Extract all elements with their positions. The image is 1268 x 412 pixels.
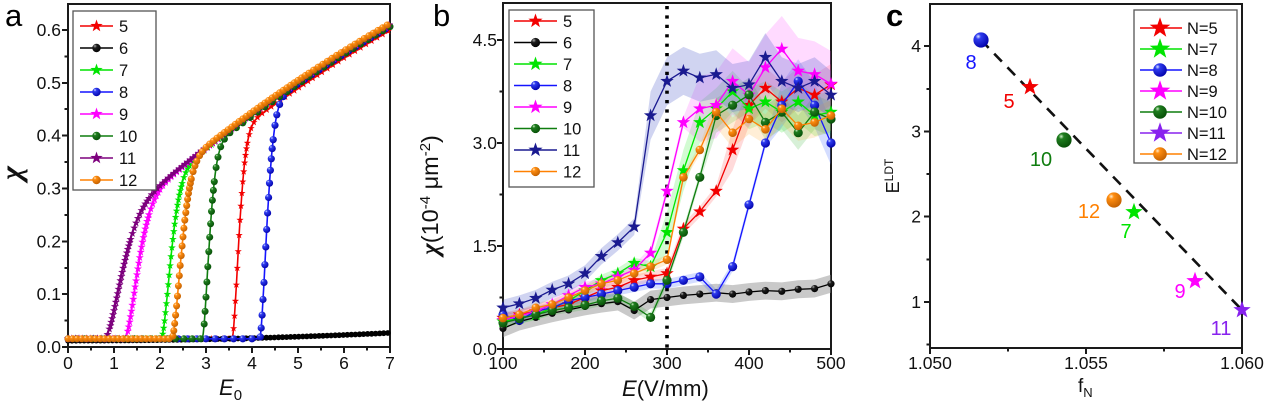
svg-text:χ(10-4 μm-2): χ(10-4 μm-2) (417, 135, 444, 258)
svg-text:7: 7 (563, 56, 572, 74)
svg-text:6: 6 (563, 35, 572, 53)
svg-text:1.055: 1.055 (1064, 353, 1108, 373)
svg-text:0.0: 0.0 (37, 337, 62, 357)
svg-text:5: 5 (119, 18, 128, 36)
svg-text:2: 2 (155, 353, 165, 373)
svg-text:c: c (886, 0, 903, 33)
svg-text:0.0: 0.0 (473, 339, 498, 359)
svg-text:0.6: 0.6 (37, 20, 61, 40)
svg-text:4.5: 4.5 (473, 30, 497, 50)
svg-text:6: 6 (119, 40, 128, 58)
svg-text:1.5: 1.5 (473, 236, 497, 256)
svg-text:3.0: 3.0 (473, 133, 498, 153)
svg-text:N=7: N=7 (1187, 41, 1218, 59)
svg-text:10: 10 (563, 121, 581, 139)
svg-text:10: 10 (119, 128, 137, 146)
svg-text:N=9: N=9 (1187, 83, 1218, 101)
svg-text:5: 5 (563, 13, 572, 31)
svg-text:12: 12 (563, 164, 581, 182)
svg-text:N=11: N=11 (1187, 125, 1226, 143)
svg-text:4: 4 (247, 353, 257, 373)
svg-text:1.050: 1.050 (908, 353, 952, 373)
svg-text:300: 300 (652, 353, 681, 373)
svg-text:10: 10 (1030, 149, 1052, 171)
svg-text:N=10: N=10 (1187, 104, 1227, 122)
svg-text:N=12: N=12 (1187, 146, 1227, 164)
svg-text:200: 200 (570, 353, 599, 373)
svg-text:0.1: 0.1 (37, 284, 61, 304)
svg-text:0.3: 0.3 (37, 179, 61, 199)
svg-text:400: 400 (734, 353, 763, 373)
svg-text:7: 7 (119, 62, 128, 80)
svg-text:0.2: 0.2 (37, 231, 61, 251)
svg-text:9: 9 (119, 106, 128, 124)
svg-text:5: 5 (1003, 91, 1014, 113)
svg-text:N=5: N=5 (1187, 20, 1218, 38)
svg-text:11: 11 (563, 142, 580, 160)
svg-text:8: 8 (119, 84, 128, 102)
svg-text:12: 12 (1078, 201, 1100, 223)
svg-text:1: 1 (911, 292, 921, 312)
svg-text:6: 6 (339, 353, 349, 373)
svg-text:3: 3 (201, 353, 211, 373)
svg-text:b: b (433, 0, 450, 33)
svg-text:0: 0 (63, 353, 73, 373)
svg-text:a: a (5, 0, 23, 33)
svg-text:9: 9 (563, 99, 572, 117)
svg-text:0.4: 0.4 (37, 126, 62, 146)
svg-text:3: 3 (911, 121, 921, 141)
svg-text:1.060: 1.060 (1220, 353, 1264, 373)
svg-text:8: 8 (965, 52, 976, 74)
svg-text:8: 8 (563, 78, 572, 96)
svg-text:5: 5 (293, 353, 303, 373)
svg-text:χ: χ (0, 165, 28, 184)
svg-text:E(V/mm): E(V/mm) (622, 376, 709, 401)
svg-text:500: 500 (816, 353, 845, 373)
svg-text:11: 11 (1211, 318, 1232, 340)
svg-text:11: 11 (119, 150, 136, 168)
svg-text:ELDT: ELDT (882, 158, 903, 193)
svg-text:N=8: N=8 (1187, 62, 1218, 80)
svg-text:4: 4 (911, 36, 921, 56)
svg-text:100: 100 (488, 353, 517, 373)
svg-text:7: 7 (385, 353, 395, 373)
svg-text:1: 1 (109, 353, 119, 373)
svg-text:0.5: 0.5 (37, 73, 61, 93)
svg-text:9: 9 (1174, 281, 1185, 303)
svg-text:2: 2 (911, 207, 921, 227)
svg-text:7: 7 (1120, 221, 1131, 243)
svg-text:12: 12 (119, 172, 137, 190)
